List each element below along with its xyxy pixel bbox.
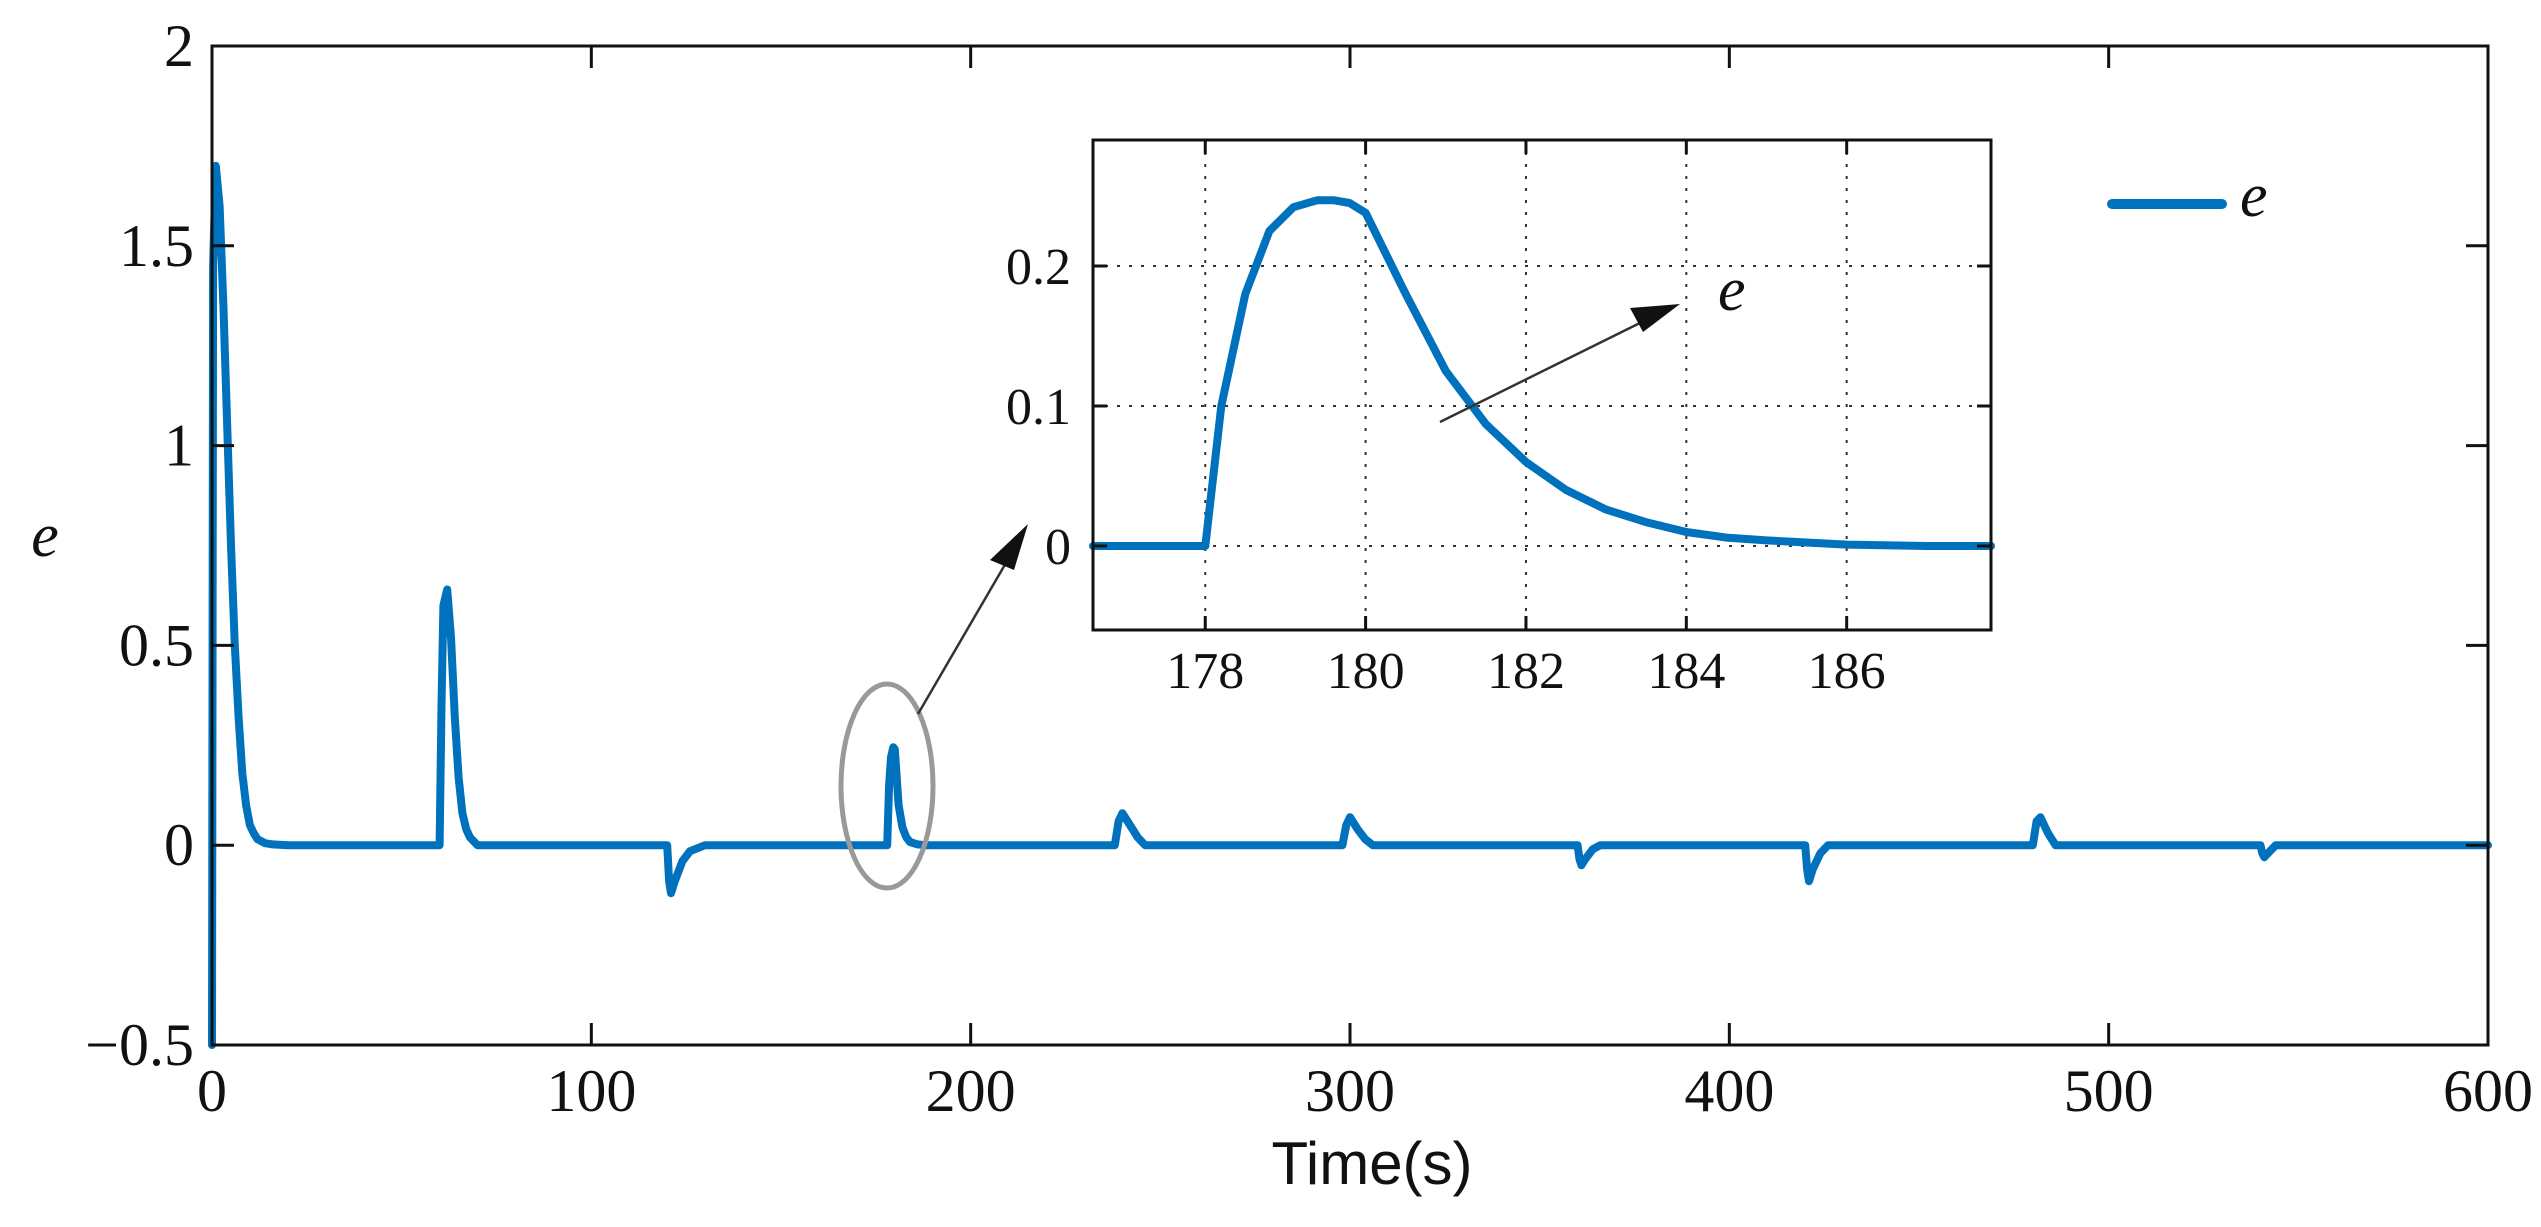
x-tick-label: 300 — [1305, 1058, 1395, 1124]
y-tick-label: −0.5 — [85, 1012, 194, 1078]
x-tick-label: 200 — [926, 1058, 1016, 1124]
legend: e — [2107, 162, 2268, 230]
axes-frame — [1091, 138, 1993, 632]
x-axis-label: Time(s) — [1271, 1130, 1472, 1197]
x-tick-label: 182 — [1487, 643, 1565, 700]
inset-axes: 178 180 182 184 186 0 0.1 0.2 — [1006, 138, 1995, 700]
y-tick-label: 0 — [1045, 519, 1071, 576]
main-axes: 0 100 200 300 400 500 600−0.500.511.52 — [85, 13, 2533, 1124]
x-tick-label: 186 — [1808, 643, 1886, 700]
highlight-ellipse — [838, 681, 936, 891]
y-tick-label: 0.5 — [119, 612, 194, 678]
x-tick-label: 178 — [1166, 643, 1244, 700]
x-tick-label: 500 — [2064, 1058, 2154, 1124]
inset-annotation-arrow — [1439, 304, 1680, 424]
series-line-e — [208, 161, 2492, 1049]
y-tick-label: 2 — [164, 13, 194, 79]
y-tick-label: 0.2 — [1006, 239, 1071, 296]
x-tick-label: 100 — [546, 1058, 636, 1124]
x-tick-label: 180 — [1327, 643, 1405, 700]
x-tick-label: 184 — [1647, 643, 1725, 700]
y-tick-label: 0 — [164, 812, 194, 878]
zoom-arrow — [916, 524, 1028, 715]
y-tick-label: 0.1 — [1006, 379, 1071, 436]
legend-entry-label: e — [2240, 162, 2268, 230]
y-axis-label: e — [31, 502, 59, 570]
y-tick-label: 1 — [164, 413, 194, 479]
inset-background — [1093, 140, 1991, 630]
series-line-e — [1089, 196, 1995, 550]
x-tick-label: 400 — [1684, 1058, 1774, 1124]
inset-annotation-label: e — [1718, 256, 1746, 324]
y-tick-label: 1.5 — [119, 213, 194, 279]
x-tick-label: 600 — [2443, 1058, 2533, 1124]
x-tick-label: 0 — [197, 1058, 227, 1124]
